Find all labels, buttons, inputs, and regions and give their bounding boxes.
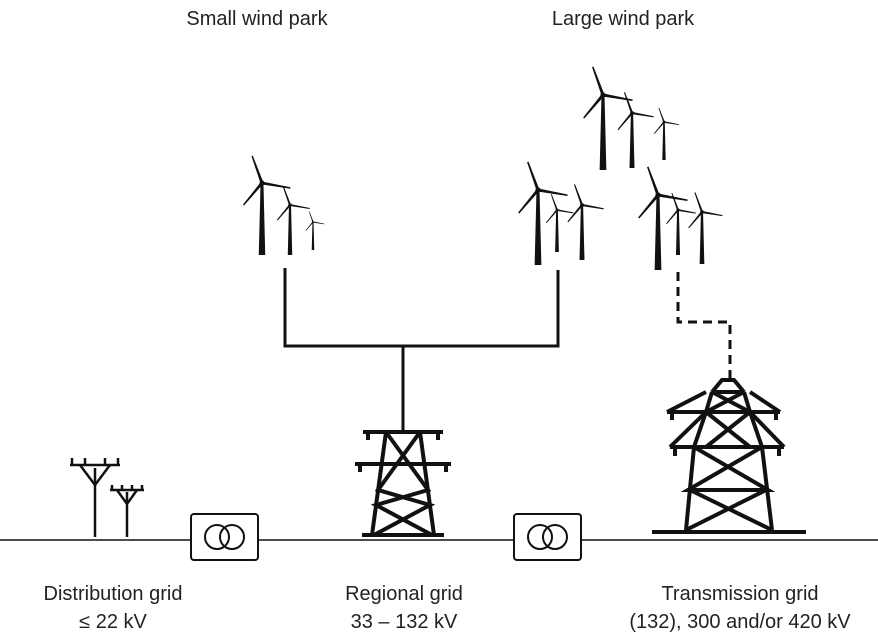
connections	[283, 268, 732, 430]
transformer	[190, 513, 259, 561]
small-park	[242, 155, 325, 255]
large-park	[517, 66, 723, 270]
grid-name: Regional grid	[345, 583, 463, 605]
grid-voltage: ≤ 22 kV	[79, 611, 147, 633]
park-label: Large wind park	[552, 8, 695, 30]
grid-name: Distribution grid	[44, 583, 183, 605]
regional-tower	[355, 430, 451, 537]
distribution-poles	[70, 458, 144, 537]
transformer	[513, 513, 582, 561]
park-label: Small wind park	[186, 8, 328, 30]
grid-voltage: (132), 300 and/or 420 kV	[629, 611, 851, 633]
grid-voltage: 33 – 132 kV	[351, 611, 458, 633]
grid-name: Transmission grid	[661, 583, 818, 605]
transmission-tower	[652, 378, 806, 534]
